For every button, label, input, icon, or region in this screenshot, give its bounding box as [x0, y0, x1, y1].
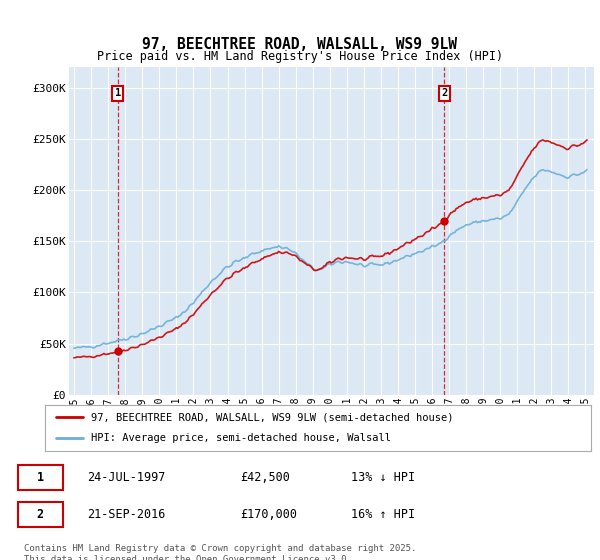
- FancyBboxPatch shape: [18, 465, 63, 491]
- Text: 2: 2: [441, 88, 448, 99]
- Text: £170,000: £170,000: [240, 508, 297, 521]
- Text: 24-JUL-1997: 24-JUL-1997: [87, 472, 166, 484]
- Text: Price paid vs. HM Land Registry's House Price Index (HPI): Price paid vs. HM Land Registry's House …: [97, 50, 503, 63]
- Text: Contains HM Land Registry data © Crown copyright and database right 2025.
This d: Contains HM Land Registry data © Crown c…: [24, 544, 416, 560]
- Text: 97, BEECHTREE ROAD, WALSALL, WS9 9LW: 97, BEECHTREE ROAD, WALSALL, WS9 9LW: [143, 36, 458, 52]
- Text: 97, BEECHTREE ROAD, WALSALL, WS9 9LW (semi-detached house): 97, BEECHTREE ROAD, WALSALL, WS9 9LW (se…: [91, 412, 454, 422]
- Text: 21-SEP-2016: 21-SEP-2016: [87, 508, 166, 521]
- Text: 2: 2: [37, 508, 44, 521]
- Text: 1: 1: [115, 88, 121, 99]
- FancyBboxPatch shape: [18, 502, 63, 527]
- Text: HPI: Average price, semi-detached house, Walsall: HPI: Average price, semi-detached house,…: [91, 433, 391, 444]
- Text: 1: 1: [37, 472, 44, 484]
- Text: 16% ↑ HPI: 16% ↑ HPI: [351, 508, 415, 521]
- Text: 13% ↓ HPI: 13% ↓ HPI: [351, 472, 415, 484]
- Text: £42,500: £42,500: [240, 472, 290, 484]
